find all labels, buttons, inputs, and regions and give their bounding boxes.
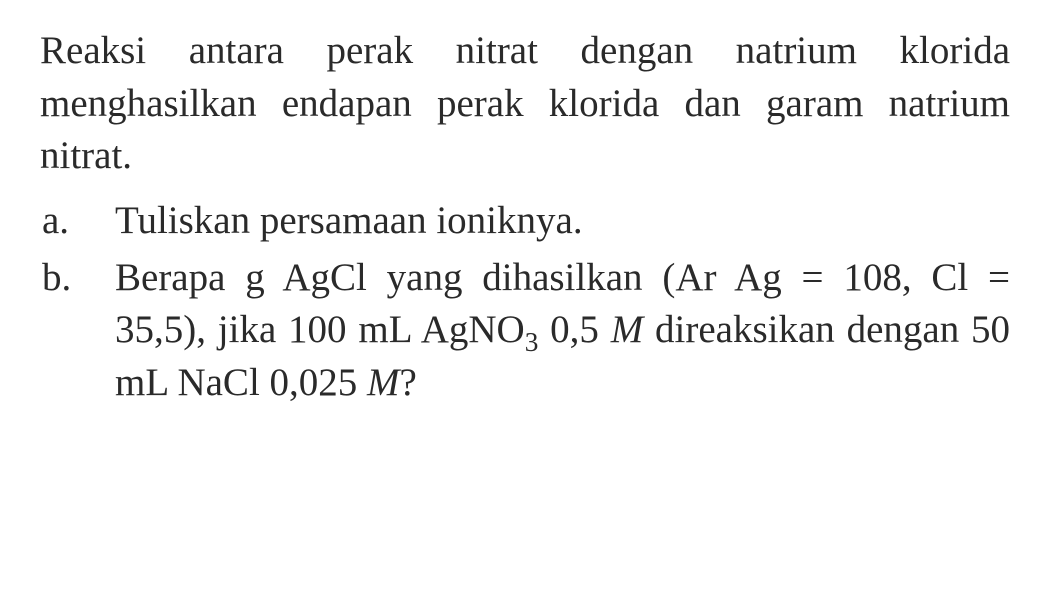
question-label-a: a. [40, 195, 115, 248]
question-text-b: Berapa g AgCl yang dihasilkan (Ar Ag = 1… [115, 252, 1010, 410]
subscript-3: 3 [525, 327, 539, 357]
italic-m-2: M [367, 361, 400, 404]
italic-m-1: M [611, 308, 644, 351]
intro-paragraph: Reaksi antara perak nitrat dengan natriu… [40, 25, 1010, 183]
question-list: a. Tuliskan persamaan ioniknya. b. Berap… [40, 195, 1010, 410]
question-b-part4: ? [400, 361, 417, 404]
question-label-b: b. [40, 252, 115, 410]
question-item-b: b. Berapa g AgCl yang dihasilkan (Ar Ag … [40, 252, 1010, 410]
question-item-a: a. Tuliskan persamaan ioniknya. [40, 195, 1010, 248]
question-text-a: Tuliskan persamaan ioniknya. [115, 195, 1010, 248]
question-b-part2: 0,5 [538, 308, 610, 351]
